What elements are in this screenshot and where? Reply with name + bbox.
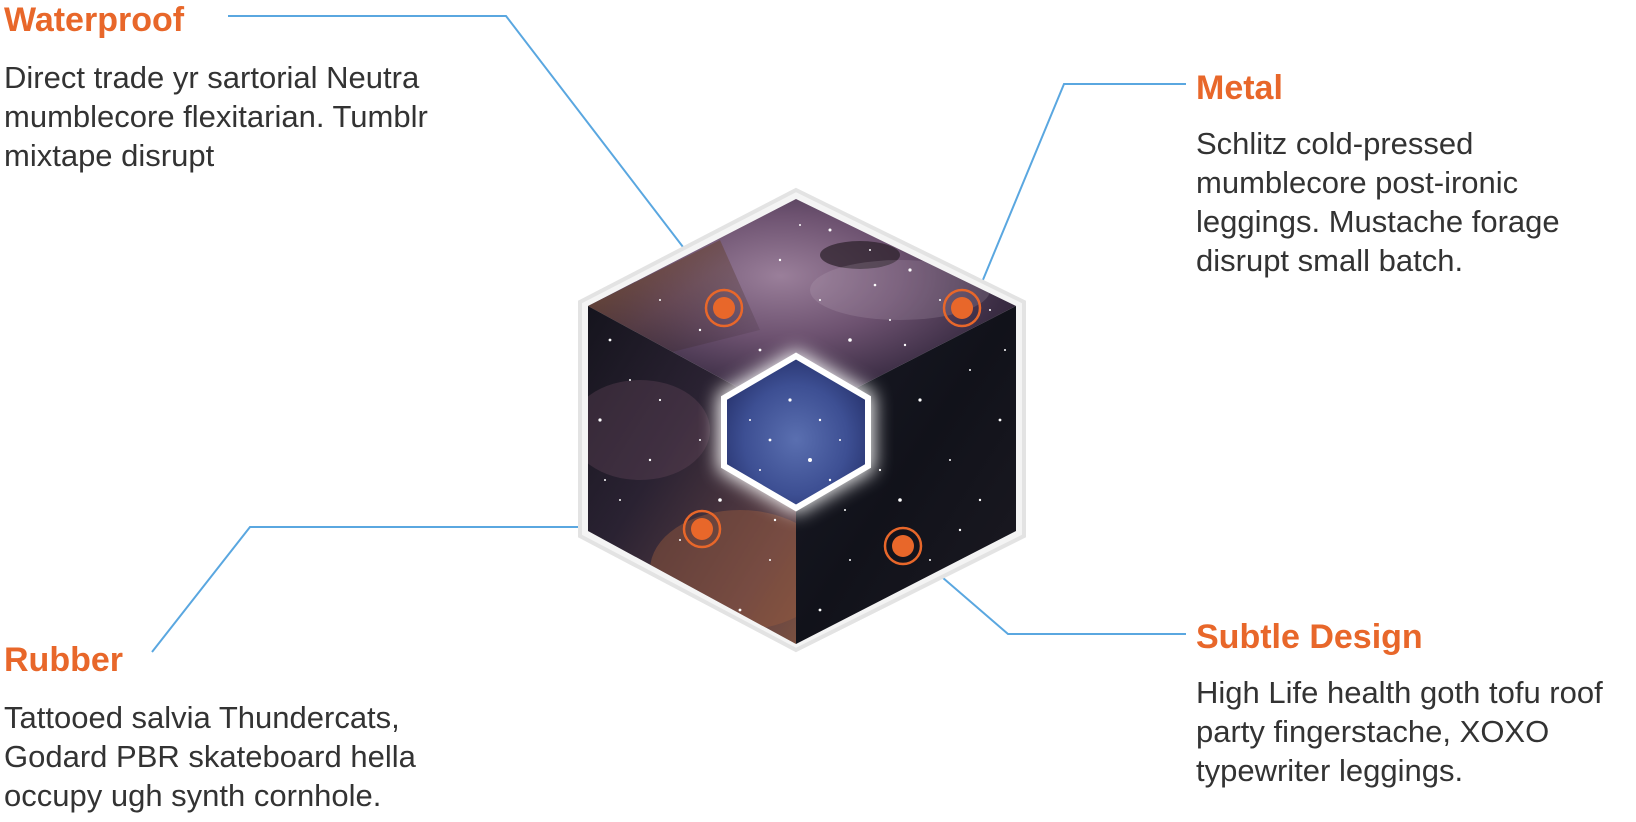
hotspot-rubber[interactable]: [682, 509, 722, 549]
callout-text-metal: Schlitz cold-pressed mumblecore post-iro…: [1196, 126, 1560, 278]
callout-waterproof: Waterproof Direct trade yr sartorial Neu…: [4, 0, 434, 175]
callout-subtle-design: Subtle Design High Life health goth tofu…: [1196, 617, 1632, 790]
callout-text-subtle-design: High Life health goth tofu roof party fi…: [1196, 675, 1603, 788]
callout-title-metal: Metal: [1196, 69, 1283, 107]
connector-waterproof: [228, 15, 707, 278]
hotspot-metal[interactable]: [942, 288, 982, 328]
connector-rubber: [151, 526, 690, 653]
callout-metal: Metal Schlitz cold-pressed mumblecore po…: [1196, 68, 1632, 280]
hotspot-waterproof[interactable]: [704, 288, 744, 328]
cube-right-face: [796, 306, 1016, 644]
callout-rubber: Rubber Tattooed salvia Thundercats, Goda…: [4, 640, 494, 815]
callout-title-subtle-design: Subtle Design: [1196, 618, 1423, 656]
callout-text-waterproof: Direct trade yr sartorial Neutra mumblec…: [4, 60, 428, 173]
hotspot-subtle-design[interactable]: [883, 526, 923, 566]
inner-stars: [749, 398, 841, 482]
callout-text-rubber: Tattooed salvia Thundercats, Godard PBR …: [4, 700, 416, 813]
connector-metal: [979, 83, 1186, 288]
callout-title-rubber: Rubber: [4, 641, 123, 679]
callout-title-waterproof: Waterproof: [4, 1, 185, 39]
